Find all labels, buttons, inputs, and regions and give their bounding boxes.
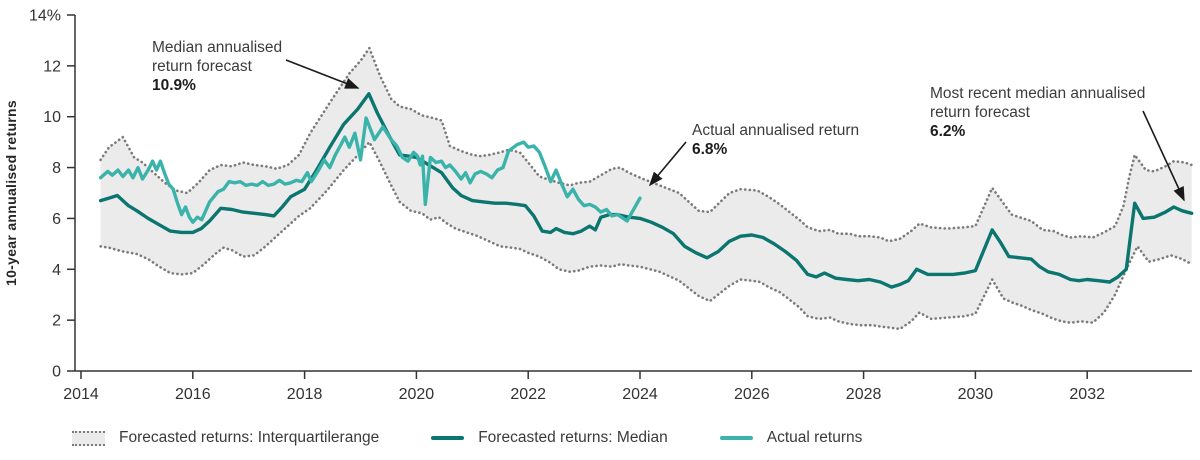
x-tick-label: 2022 [510,386,546,403]
annotation-value: 10.9% [152,77,196,94]
iqr-upper-edge [99,46,1193,243]
x-tick-label: 2018 [287,386,323,403]
x-tick-label: 2016 [175,386,211,403]
iqr-band-fill [100,48,1192,329]
arrow-to-latest-forecast [1142,110,1185,202]
y-axis-title: 10-year annualised returns [3,100,19,286]
y-tick-label: 8 [52,160,61,177]
legend: Forecasted returns: Interquartilerange F… [72,429,862,447]
legend-swatch-iqr [72,430,105,446]
actual-line [98,116,642,224]
y-tick-label: 14% [29,8,61,25]
annotation-median-peak: Median annualised return forecast 10.9% [152,38,282,95]
y-tick-label: 10 [43,109,61,126]
y-tick-label: 12 [43,58,61,75]
chart-layers: 0 2 4 6 8 10 12 14% 2014 2016 2018 2020 2022 2024 2026… [29,8,1194,403]
legend-item-actual: Actual returns [719,429,863,447]
annotation-line: Median annualised [152,39,283,56]
legend-label-actual: Actual returns [766,429,863,446]
x-tick-label: 2032 [1069,386,1105,403]
x-tick-label: 2030 [958,386,994,403]
annotation-line: Most recent median annualised [930,85,1146,102]
legend-label-iqr: Forecasted returns: Interquartilerange [119,429,380,446]
chart-canvas: 0 2 4 6 8 10 12 14% 2014 2016 2018 2020 2022 2024 2026… [3,8,1194,403]
y-tick-label: 6 [52,211,61,228]
x-tick-label: 2020 [399,386,435,403]
annotation-latest-forecast: Most recent median annualised return for… [930,84,1145,141]
iqr-lower-edge [99,140,1193,331]
legend-item-median: Forecasted returns: Median [431,429,668,447]
legend-item-iqr: Forecasted returns: Interquartilerange [72,429,379,447]
annotation-line: return forecast [152,58,252,75]
legend-swatch-actual [719,436,753,440]
x-tick-label: 2014 [63,386,99,403]
annotation-line: Actual annualised return [692,122,860,139]
y-tick-label: 4 [52,262,61,279]
y-tick-label: 2 [52,313,61,330]
legend-label-median: Forecasted returns: Median [478,429,668,446]
arrow-to-actual-end [648,141,687,187]
legend-swatch-median [431,436,465,440]
arrow-to-median-peak [285,59,360,89]
y-tick-label: 0 [52,364,61,381]
x-tick-label: 2028 [846,386,882,403]
annotation-value: 6.8% [692,141,728,158]
annotation-actual-latest: Actual annualised return 6.8% [692,121,859,159]
annotation-line: return forecast [930,104,1030,121]
x-tick-label: 2024 [622,386,658,403]
annotation-value: 6.2% [930,123,966,140]
x-tick-label: 2026 [734,386,770,403]
